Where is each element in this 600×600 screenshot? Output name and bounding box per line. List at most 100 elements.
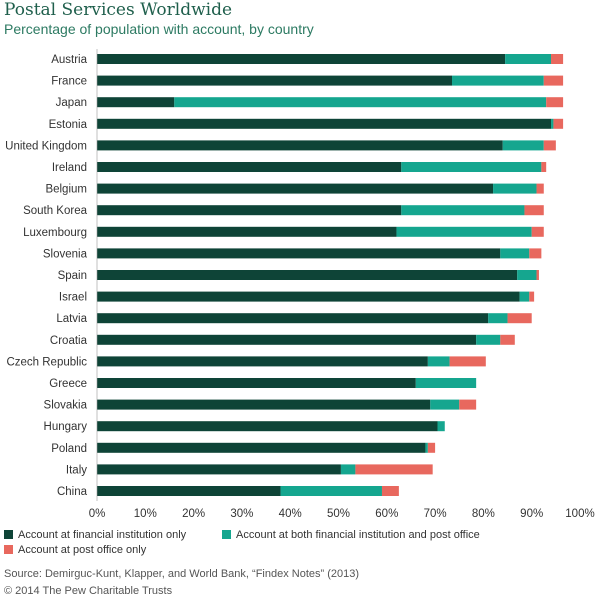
bar-south-korea-series-1: [97, 205, 402, 216]
category-label-croatia: Croatia: [50, 335, 88, 347]
bar-united-kingdom-series-3: [543, 140, 556, 151]
x-tick-label-1: 10%: [134, 508, 157, 520]
bar-france-series-2: [452, 75, 544, 86]
category-label-luxembourg: Luxembourg: [23, 227, 87, 239]
category-label-japan: Japan: [56, 97, 87, 109]
bar-slovenia-series-1: [97, 248, 501, 259]
bar-slovenia-series-3: [529, 248, 542, 259]
bar-ireland-series-1: [97, 162, 402, 172]
bar-south-korea-series-3: [524, 205, 544, 216]
bar-israel-series-3: [529, 291, 535, 302]
x-tick-label-0: 0%: [89, 508, 106, 520]
bar-austria-series-3: [551, 54, 564, 64]
category-label-greece: Greece: [49, 378, 87, 390]
bar-france-series-1: [97, 75, 453, 86]
category-label-slovenia: Slovenia: [43, 248, 88, 260]
bar-united-kingdom-series-2: [502, 140, 544, 151]
category-label-slovakia: Slovakia: [44, 400, 88, 412]
category-label-china: China: [57, 486, 88, 498]
category-label-italy: Italy: [66, 464, 87, 476]
category-label-south-korea: South Korea: [23, 205, 88, 217]
bar-latvia-series-1: [97, 313, 489, 324]
bar-japan-series-3: [546, 97, 564, 108]
bar-hungary-series-2: [437, 421, 445, 432]
bar-italy-series-3: [355, 464, 433, 475]
bar-south-korea-series-2: [401, 205, 525, 216]
bar-japan-series-1: [97, 97, 175, 108]
bar-italy-series-1: [97, 464, 341, 475]
bar-spain-series-2: [517, 270, 537, 280]
x-tick-label-8: 80%: [472, 508, 495, 520]
legend-label-both: Account at both financial institution an…: [236, 529, 480, 541]
bar-hungary-series-1: [97, 421, 438, 432]
category-label-estonia: Estonia: [49, 119, 88, 131]
bar-china-series-1: [97, 486, 281, 496]
bar-china-series-2: [280, 486, 382, 496]
x-tick-label-5: 50%: [327, 508, 350, 520]
copyright-note: © 2014 The Pew Charitable Trusts: [4, 585, 173, 597]
category-label-ireland: Ireland: [52, 162, 87, 174]
x-tick-label-10: 100%: [565, 508, 594, 520]
bar-croatia-series-2: [476, 334, 501, 345]
bar-estonia-series-3: [553, 118, 564, 129]
bar-israel-series-1: [97, 291, 520, 302]
x-tick-label-9: 90%: [520, 508, 543, 520]
bar-austria-series-2: [505, 54, 552, 64]
category-label-czech-republic: Czech Republic: [6, 356, 87, 368]
legend-swatch-financial-only: [4, 530, 13, 539]
bar-slovenia-series-2: [500, 248, 530, 259]
bar-czech-republic-series-3: [449, 356, 486, 367]
chart-title: Postal Services Worldwide: [4, 0, 233, 20]
category-label-poland: Poland: [51, 443, 87, 455]
bar-belgium-series-1: [97, 183, 494, 194]
category-label-united-kingdom: United Kingdom: [5, 140, 87, 152]
bar-slovakia-series-3: [459, 399, 477, 410]
legend-swatch-post-only: [4, 545, 13, 554]
bar-greece-series-1: [97, 378, 416, 388]
x-tick-label-2: 20%: [182, 508, 205, 520]
bar-luxembourg-series-1: [97, 226, 397, 237]
bar-estonia-series-1: [97, 118, 552, 129]
chart-subtitle: Percentage of population with account, b…: [4, 21, 314, 37]
bar-croatia-series-1: [97, 334, 477, 345]
bar-ireland-series-2: [401, 162, 542, 172]
bar-greece-series-2: [415, 378, 477, 388]
x-tick-label-4: 40%: [279, 508, 302, 520]
category-label-austria: Austria: [51, 54, 87, 66]
bar-italy-series-2: [340, 464, 356, 475]
legend-item-post-only: Account at post office only: [4, 544, 146, 557]
x-tick-label-3: 30%: [230, 508, 253, 520]
category-label-israel: Israel: [59, 292, 87, 304]
bar-japan-series-2: [174, 97, 547, 108]
bar-luxembourg-series-3: [531, 226, 544, 237]
bar-slovakia-series-2: [430, 399, 460, 410]
bar-latvia-series-2: [488, 313, 508, 324]
legend-label-financial-only: Account at financial institution only: [18, 529, 187, 541]
category-label-belgium: Belgium: [45, 184, 87, 196]
legend-item-both: Account at both financial institution an…: [222, 529, 480, 542]
legend-label-post-only: Account at post office only: [18, 544, 147, 556]
category-label-spain: Spain: [58, 270, 87, 282]
bar-belgium-series-3: [536, 183, 544, 194]
bar-france-series-3: [543, 75, 564, 86]
bar-united-kingdom-series-1: [97, 140, 503, 151]
bar-poland-series-3: [427, 442, 436, 453]
bar-spain-series-3: [536, 270, 539, 280]
legend-item-financial-only: Account at financial institution only: [4, 529, 186, 542]
bar-austria-series-1: [97, 54, 506, 64]
category-label-hungary: Hungary: [44, 421, 88, 433]
bar-spain-series-1: [97, 270, 518, 280]
category-label-france: France: [51, 76, 87, 88]
bar-luxembourg-series-2: [396, 226, 532, 237]
bar-croatia-series-3: [500, 334, 515, 345]
bar-czech-republic-series-1: [97, 356, 428, 367]
x-tick-label-7: 70%: [424, 508, 447, 520]
bar-czech-republic-series-2: [427, 356, 450, 367]
bar-latvia-series-3: [507, 313, 532, 324]
bar-israel-series-2: [519, 291, 530, 302]
bar-estonia-series-2: [551, 118, 554, 129]
legend-swatch-both: [222, 530, 231, 539]
bar-belgium-series-2: [493, 183, 537, 194]
category-label-latvia: Latvia: [56, 313, 87, 325]
